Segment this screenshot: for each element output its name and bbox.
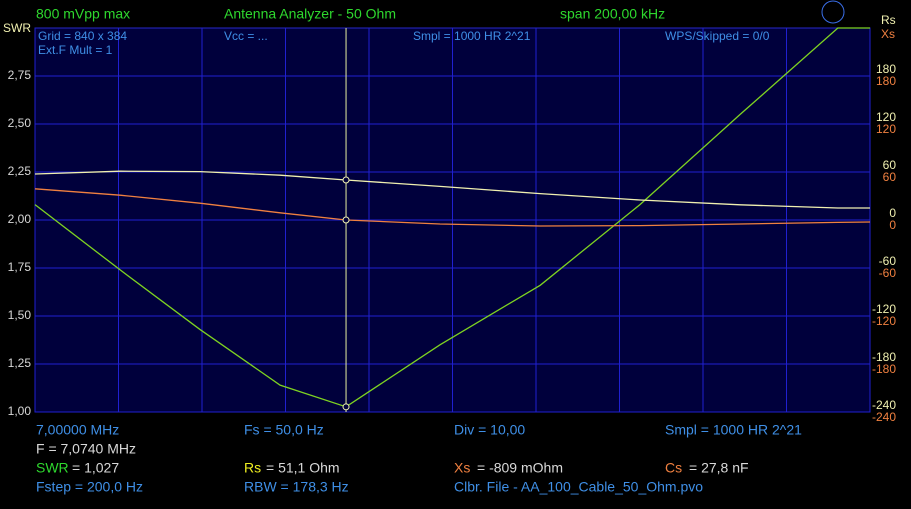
y2-tick-label: -240 (872, 398, 896, 412)
footer-rbw: RBW = 178,3 Hz (244, 479, 349, 495)
swr-value: = 1,027 (72, 460, 119, 476)
status-indicator (821, 0, 845, 24)
y2-tick-label: 180 (876, 62, 896, 76)
footer-freq: F = 7,0740 MHz (36, 441, 136, 457)
y-tick-label: 1,50 (8, 308, 32, 322)
cursor-marker (342, 216, 350, 224)
y2-tick-label: 60 (883, 158, 897, 172)
y2-tick-label: -60 (879, 254, 897, 268)
footer-file: Clbr. File - AA_100_Cable_50_Ohm.pvo (454, 479, 703, 495)
y3-tick-label: -180 (872, 362, 896, 376)
footer-start: 7,00000 MHz (36, 422, 119, 438)
y3-tick-label: 60 (883, 170, 897, 184)
y2-tick-label: 0 (889, 206, 896, 220)
y3-tick-label: -60 (879, 266, 897, 280)
y-tick-label: 2,25 (8, 164, 32, 178)
y3-tick-label: 180 (876, 74, 896, 88)
y3-tick-label: -120 (872, 314, 896, 328)
y-tick-label: 1,25 (8, 356, 32, 370)
header-left: 800 mVpp max (36, 6, 130, 22)
info-wps: WPS/Skipped = 0/0 (665, 29, 770, 43)
y2-tick-label: 120 (876, 110, 896, 124)
y3-tick-label: 0 (889, 218, 896, 232)
y2-tick-label: -180 (872, 350, 896, 364)
series-line (34, 170, 870, 209)
footer-div: Div = 10,00 (454, 422, 525, 438)
xs-label: Xs (454, 460, 470, 476)
y3-tick-label: -240 (872, 410, 896, 424)
swr-label: SWR (36, 460, 69, 476)
header-span: span 200,00 kHz (560, 6, 665, 22)
y-tick-label: 2,50 (8, 116, 32, 130)
y3-tick-label: 120 (876, 122, 896, 136)
y-tick-label: 1,00 (8, 404, 32, 418)
rs-value: = 51,1 Ohm (266, 460, 340, 476)
rs-label: Rs (244, 460, 261, 476)
footer-fs: Fs = 50,0 Hz (244, 422, 324, 438)
series-line (34, 188, 871, 227)
cursor-marker (342, 176, 350, 184)
footer-smpl: Smpl = 1000 HR 2^21 (665, 422, 802, 438)
info-ext: Ext.F Mult = 1 (38, 43, 113, 57)
y3-axis-title: Xs (881, 27, 895, 41)
series-line (34, 27, 870, 408)
info-vcc: Vcc = ... (224, 29, 268, 43)
y-tick-label: 2,00 (8, 212, 32, 226)
cs-value: = 27,8 nF (689, 460, 749, 476)
info-grid: Grid = 840 x 384 (38, 29, 127, 43)
cursor-marker (342, 403, 350, 411)
y-axis-title: SWR (3, 21, 31, 35)
header-title: Antenna Analyzer - 50 Ohm (224, 6, 396, 22)
y2-axis-title: Rs (881, 13, 896, 27)
y2-tick-label: -120 (872, 302, 896, 316)
y-tick-label: 2,75 (8, 68, 32, 82)
cs-label: Cs (665, 460, 682, 476)
xs-value: = -809 mOhm (477, 460, 563, 476)
y-tick-label: 1,75 (8, 260, 32, 274)
footer-fstep: Fstep = 200,0 Hz (36, 479, 143, 495)
info-smpl: Smpl = 1000 HR 2^21 (413, 29, 531, 43)
